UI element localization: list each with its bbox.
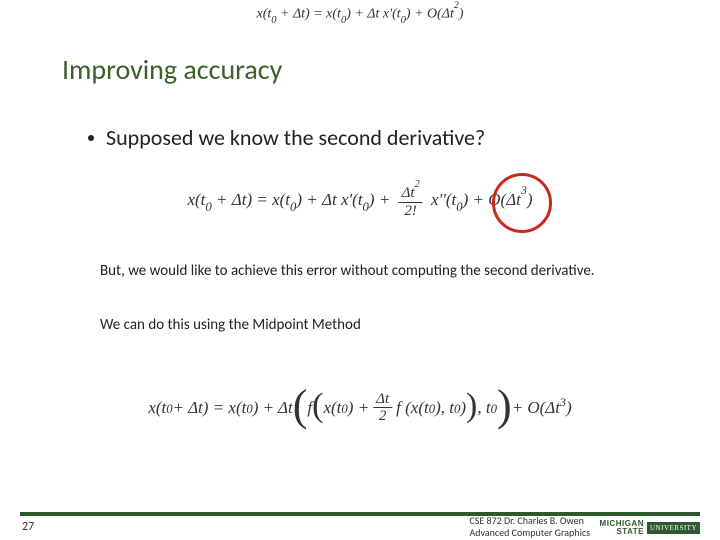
equation-midpoint: x(t0 + Δt) = x(t0) + Δt (f(x(t0) + Δt2 f… — [148, 390, 571, 425]
fraction: Δt2 — [373, 391, 392, 425]
equation-second-derivative: x(t0 + Δt) = x(t0) + Δt x'(t0) + Δt22! x… — [187, 183, 532, 219]
highlight-circle-icon — [492, 173, 552, 233]
logo-block: UNIVERSITY — [647, 522, 700, 534]
close-paren-big-icon: ) — [497, 388, 512, 423]
body-paragraph-1: But, we would like to achieve this error… — [100, 262, 610, 281]
eq-text: x(t — [256, 7, 271, 22]
body-paragraph-2: We can do this using the Midpoint Method — [100, 316, 610, 334]
msu-logo: MICHIGAN STATE UNIVERSITY — [596, 519, 700, 537]
slide-number: 27 — [22, 520, 34, 534]
open-paren-med-icon: ( — [312, 392, 323, 419]
fraction: Δt22! — [399, 183, 423, 219]
footer-credits: CSE 872 Dr. Charles B. Owen Advanced Com… — [469, 515, 590, 538]
bullet-item: Supposed we know the second derivative? — [88, 124, 485, 151]
logo-text: MICHIGAN STATE — [596, 520, 644, 536]
bullet-dot-icon — [88, 135, 94, 141]
footer-line-1: CSE 872 Dr. Charles B. Owen — [469, 515, 590, 527]
slide-title: Improving accuracy — [62, 52, 282, 87]
bullet-text: Supposed we know the second derivative? — [106, 124, 485, 151]
close-paren-med-icon: ) — [466, 392, 477, 419]
open-paren-big-icon: ( — [293, 388, 308, 423]
top-equation: x(t0 + Δt) = x(t0) + Δt x'(t0) + O(Δt2) — [256, 4, 463, 24]
footer-line-2: Advanced Computer Graphics — [469, 527, 590, 539]
footer-divider — [20, 512, 700, 516]
